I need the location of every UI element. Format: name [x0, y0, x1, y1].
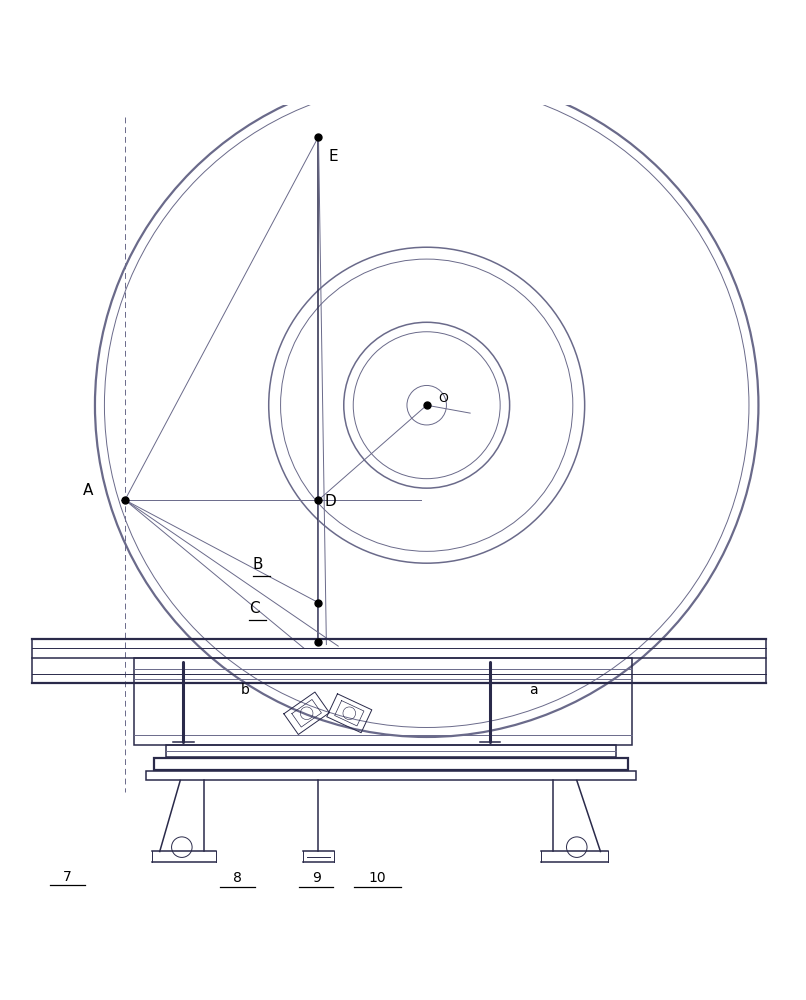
Text: D: D [324, 494, 336, 509]
Text: b: b [241, 683, 250, 697]
Text: B: B [253, 557, 264, 572]
Bar [166, 745, 617, 757]
Text: O: O [438, 392, 448, 405]
Text: C: C [249, 601, 260, 616]
Text: a: a [530, 683, 538, 697]
Bar [135, 658, 632, 745]
Text: 9: 9 [312, 871, 321, 885]
Bar [147, 771, 636, 780]
Bar [154, 758, 628, 770]
Text: 8: 8 [233, 871, 242, 885]
Text: A: A [83, 483, 93, 498]
Text: 7: 7 [63, 870, 72, 884]
Text: 10: 10 [369, 871, 387, 885]
Text: E: E [329, 149, 339, 164]
